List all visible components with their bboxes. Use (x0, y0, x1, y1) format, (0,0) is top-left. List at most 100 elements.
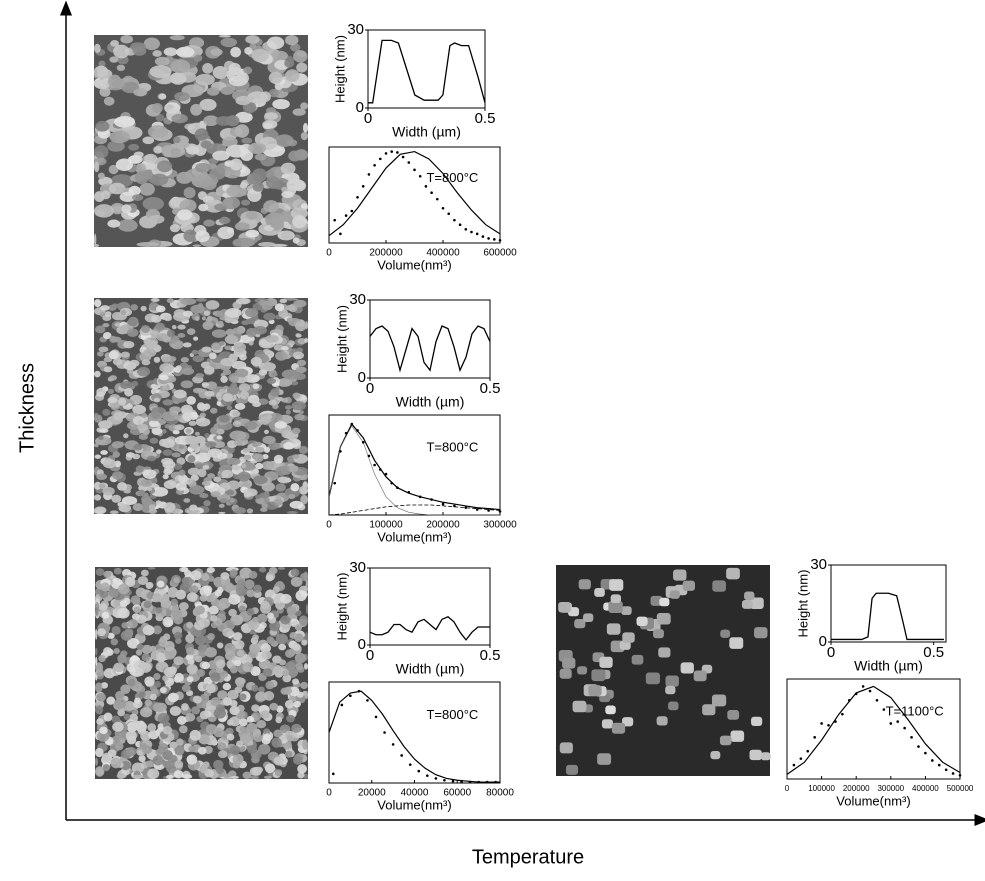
island (260, 602, 272, 614)
island (235, 95, 251, 106)
island (203, 219, 215, 227)
island (199, 412, 206, 418)
island (230, 375, 239, 383)
island (300, 102, 308, 110)
island (261, 503, 268, 509)
island (658, 647, 671, 658)
island (179, 725, 188, 734)
data-point (383, 731, 386, 734)
island (186, 328, 196, 336)
island (208, 605, 219, 615)
island (95, 682, 103, 693)
island (199, 710, 210, 720)
island (98, 483, 106, 489)
island (189, 729, 201, 741)
island (229, 498, 235, 503)
island (281, 190, 294, 199)
island (301, 495, 308, 503)
x-tick-label: 0 (366, 647, 374, 664)
island (263, 690, 275, 701)
island (175, 637, 182, 644)
island (292, 108, 306, 116)
island (185, 428, 192, 434)
island (189, 504, 198, 511)
island (242, 448, 250, 453)
island (94, 370, 101, 378)
island (294, 652, 306, 664)
island (152, 625, 163, 635)
data-point (834, 720, 837, 723)
island (291, 401, 307, 411)
island (246, 508, 254, 514)
island (102, 331, 112, 340)
island (253, 325, 268, 335)
island (288, 465, 299, 473)
island (292, 215, 307, 229)
island (583, 613, 594, 622)
annotation: T=800°C (426, 707, 478, 722)
island (234, 659, 242, 667)
island (751, 716, 763, 727)
island (167, 586, 179, 598)
island (152, 702, 164, 713)
island (182, 411, 193, 422)
island (272, 98, 290, 110)
island (252, 616, 259, 623)
island (138, 754, 146, 763)
island (208, 352, 217, 360)
island (216, 452, 228, 460)
island (180, 404, 193, 415)
island (194, 316, 200, 321)
island (266, 414, 273, 419)
island (239, 733, 252, 744)
island (110, 638, 119, 646)
data-point (430, 191, 433, 195)
island (150, 486, 169, 497)
island (729, 637, 744, 649)
island (239, 353, 247, 361)
island (302, 122, 309, 133)
island (130, 595, 141, 605)
data-point (390, 150, 394, 153)
island (197, 303, 204, 309)
island (126, 368, 134, 374)
island (117, 219, 138, 232)
island (152, 593, 162, 603)
island (228, 594, 241, 605)
island (107, 749, 117, 758)
island (226, 733, 235, 741)
island (203, 500, 211, 507)
island (253, 475, 268, 485)
island (243, 491, 252, 498)
data-point (868, 689, 872, 693)
island (100, 450, 108, 455)
island (153, 673, 161, 681)
island (210, 426, 219, 435)
island (166, 774, 174, 779)
island (258, 743, 271, 755)
island (136, 749, 144, 756)
island (269, 413, 283, 421)
island (229, 745, 240, 756)
x-tick-label: 0 (785, 784, 790, 793)
island (229, 158, 243, 171)
island (264, 429, 269, 435)
island (228, 62, 241, 76)
island (180, 380, 194, 389)
island (156, 653, 166, 663)
island (120, 381, 133, 390)
island (132, 720, 143, 730)
island (161, 411, 179, 422)
island (120, 351, 130, 358)
island (208, 575, 215, 582)
island (665, 685, 676, 695)
island (226, 184, 247, 198)
island (269, 50, 288, 61)
island (187, 658, 195, 665)
island (198, 746, 207, 755)
island (234, 639, 245, 650)
x-tick-label: 200000 (843, 784, 870, 793)
island (238, 383, 250, 392)
island (162, 474, 169, 480)
island (113, 567, 122, 575)
